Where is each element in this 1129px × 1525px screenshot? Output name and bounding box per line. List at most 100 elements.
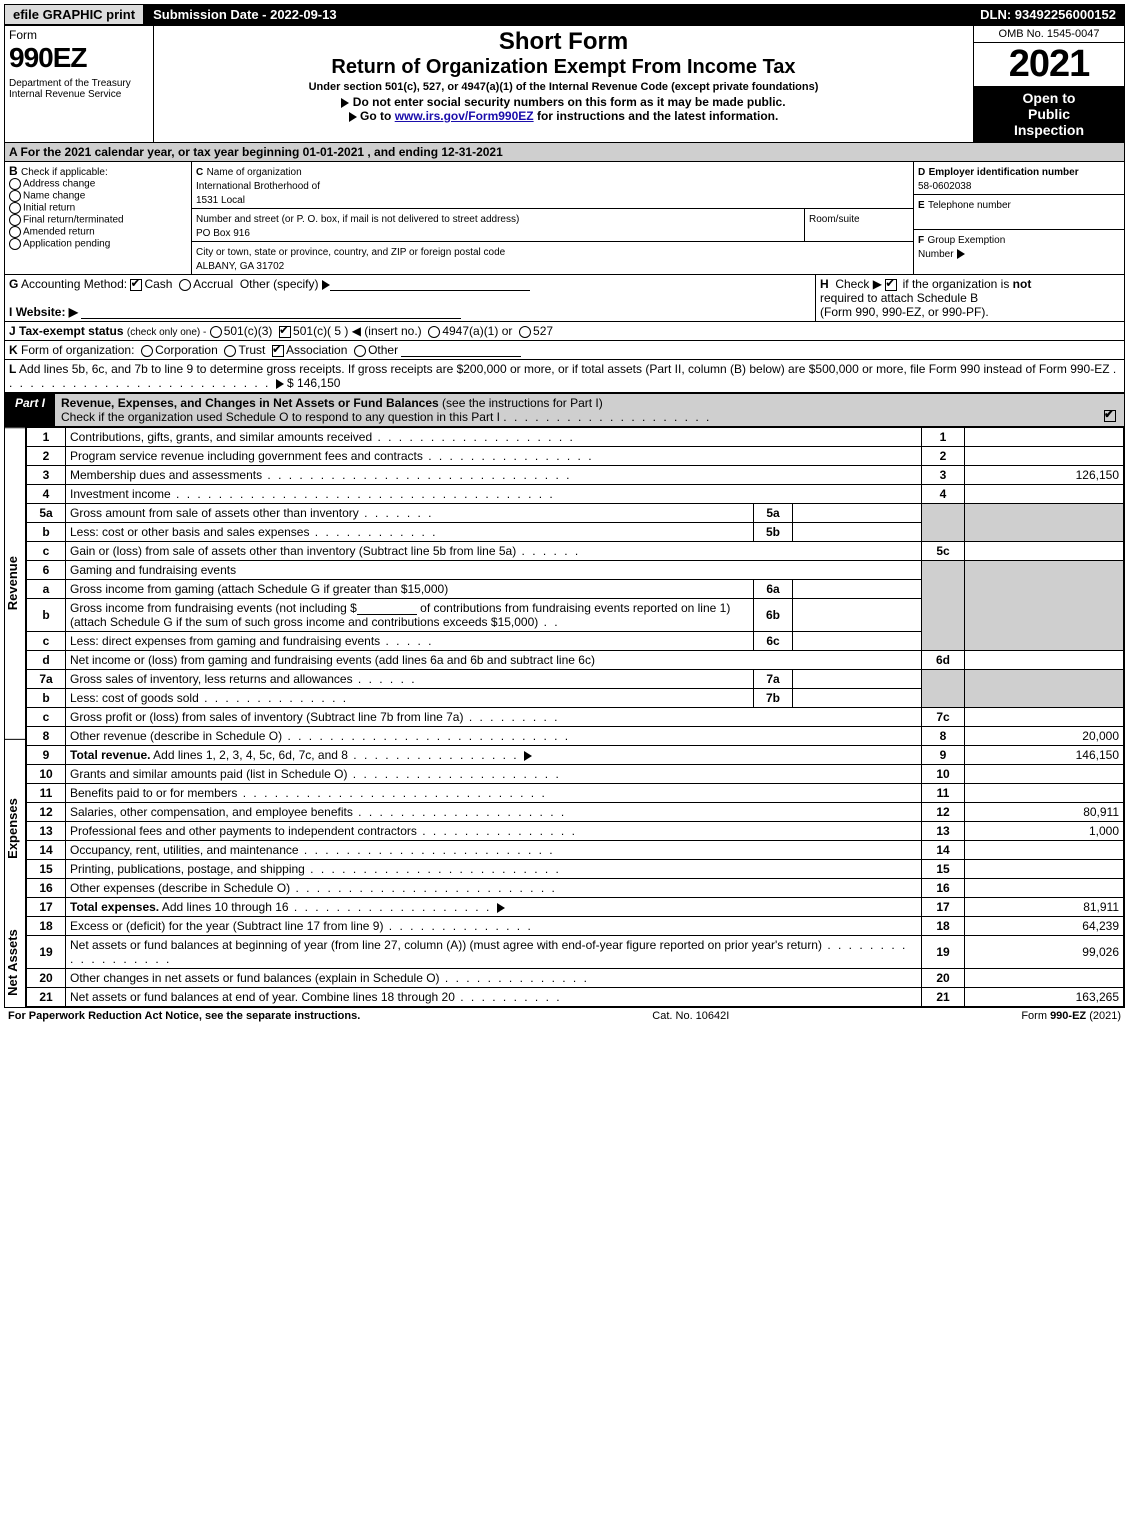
header-mid: Short Form Return of Organization Exempt… [154,26,974,142]
name-change-radio[interactable] [9,190,21,202]
expenses-vertical-label: Expenses [5,739,25,918]
d-letter: D [918,167,925,178]
part-i-tag: Part I [5,394,55,426]
under-section-text: Under section 501(c), 527, or 4947(a)(1)… [160,81,967,93]
open-line1: Open to [980,90,1118,106]
footer-mid: Cat. No. 10642I [652,1010,729,1022]
application-pending-radio[interactable] [9,238,21,250]
501c-label: 501(c)( 5 ) ◀ (insert no.) [293,324,422,338]
lines-table: 1Contributions, gifts, grants, and simil… [26,427,1124,1007]
line-3-amount: 126,150 [965,466,1124,485]
line-10-amount [965,765,1124,784]
form-container: Form 990EZ Department of the Treasury In… [4,25,1125,1008]
h-text4: (Form 990, 990-EZ, or 990-PF). [820,305,989,319]
k-label: Form of organization: [21,343,134,357]
cash-checkbox[interactable] [130,279,142,291]
527-radio[interactable] [519,326,531,338]
line-20-desc: Other changes in net assets or fund bala… [70,971,440,985]
initial-return-label: Initial return [23,203,75,214]
header-right: OMB No. 1545-0047 2021 Open to Public In… [974,26,1124,142]
line-3-desc: Membership dues and assessments [70,468,262,482]
line-11: 11Benefits paid to or for members . . . … [27,784,1124,803]
g-label: Accounting Method: [21,277,127,291]
street-label: Number and street (or P. O. box, if mail… [196,214,519,225]
4947-radio[interactable] [428,326,440,338]
line-9: 9Total revenue. Add lines 1, 2, 3, 4, 5c… [27,746,1124,765]
e-letter: E [918,200,925,211]
page-footer: For Paperwork Reduction Act Notice, see … [4,1008,1125,1024]
line-17-desc: Total expenses. [70,900,159,914]
assoc-label: Association [286,343,347,357]
part-i-header: Part I Revenue, Expenses, and Changes in… [5,393,1124,427]
section-b-c-d: B Check if applicable: Address change Na… [5,162,1124,275]
line-7c: cGross profit or (loss) from sales of in… [27,708,1124,727]
line-5b-desc: Less: cost or other basis and sales expe… [70,525,309,539]
trust-radio[interactable] [224,345,236,357]
e-label: Telephone number [928,200,1011,211]
triangle-icon [497,903,505,913]
open-line3: Inspection [980,122,1118,138]
line-6a-desc: Gross income from gaming (attach Schedul… [70,582,448,596]
form-number: 990EZ [9,42,149,74]
section-j: J Tax-exempt status (check only one) - 5… [5,322,1124,341]
l-text: Add lines 5b, 6c, and 7b to line 9 to de… [19,362,1110,376]
triangle-icon [349,112,357,122]
other-specify-line[interactable] [330,278,530,291]
submission-date-button[interactable]: Submission Date - 2022-09-13 [144,4,346,25]
schedule-o-checkbox[interactable] [1104,410,1116,422]
assoc-checkbox[interactable] [272,345,284,357]
line-5a: 5aGross amount from sale of assets other… [27,504,1124,523]
line-1-amount [965,428,1124,447]
line-8-amount: 20,000 [965,727,1124,746]
501c-checkbox[interactable] [279,326,291,338]
line-16-desc: Other expenses (describe in Schedule O) [70,881,290,895]
line-13-desc: Professional fees and other payments to … [70,824,417,838]
line-7b-desc: Less: cost of goods sold [70,691,199,705]
line-20: 20Other changes in net assets or fund ba… [27,969,1124,988]
section-g-h: G Accounting Method: Cash Accrual Other … [5,275,1124,322]
open-public-box: Open to Public Inspection [974,86,1124,142]
efile-print-button[interactable]: efile GRAPHIC print [4,4,144,25]
line-4: 4Investment income . . . . . . . . . . .… [27,485,1124,504]
schedule-b-checkbox[interactable] [885,279,897,291]
triangle-icon [524,751,532,761]
h-text1: Check ▶ [835,277,882,291]
cash-label: Cash [144,277,172,291]
corp-radio[interactable] [141,345,153,357]
triangle-icon [322,280,330,290]
city-value: ALBANY, GA 31702 [196,261,284,272]
final-return-label: Final return/terminated [23,215,124,226]
section-b: B Check if applicable: Address change Na… [5,162,192,274]
line-13-amount: 1,000 [965,822,1124,841]
form-title-2: Return of Organization Exempt From Incom… [160,56,967,79]
footer-right: Form 990-EZ (2021) [1021,1010,1121,1022]
l-amount: $ 146,150 [287,376,340,390]
triangle-icon [276,379,284,389]
address-change-radio[interactable] [9,178,21,190]
accrual-radio[interactable] [179,279,191,291]
line-2-amount [965,447,1124,466]
triangle-icon [341,98,349,108]
initial-return-radio[interactable] [9,202,21,214]
amended-return-label: Amended return [23,227,95,238]
501c3-radio[interactable] [210,326,222,338]
other-org-radio[interactable] [354,345,366,357]
line-6-desc: Gaming and fundraising events [70,563,236,577]
website-line[interactable] [81,306,461,319]
line-6b-blank[interactable] [357,602,417,615]
line-7c-desc: Gross profit or (loss) from sales of inv… [70,710,463,724]
line-12-amount: 80,911 [965,803,1124,822]
final-return-radio[interactable] [9,214,21,226]
irs-link[interactable]: www.irs.gov/Form990EZ [395,109,534,123]
line-21: 21Net assets or fund balances at end of … [27,988,1124,1007]
form-header: Form 990EZ Department of the Treasury In… [5,26,1124,143]
line-16: 16Other expenses (describe in Schedule O… [27,879,1124,898]
amended-return-radio[interactable] [9,226,21,238]
line-15-amount [965,860,1124,879]
line-6: 6Gaming and fundraising events [27,561,1124,580]
line-8: 8Other revenue (describe in Schedule O) … [27,727,1124,746]
4947-label: 4947(a)(1) or [442,324,512,338]
section-l: L Add lines 5b, 6c, and 7b to line 9 to … [5,360,1124,393]
other-org-line[interactable] [401,344,521,357]
h-not: not [1013,277,1032,291]
